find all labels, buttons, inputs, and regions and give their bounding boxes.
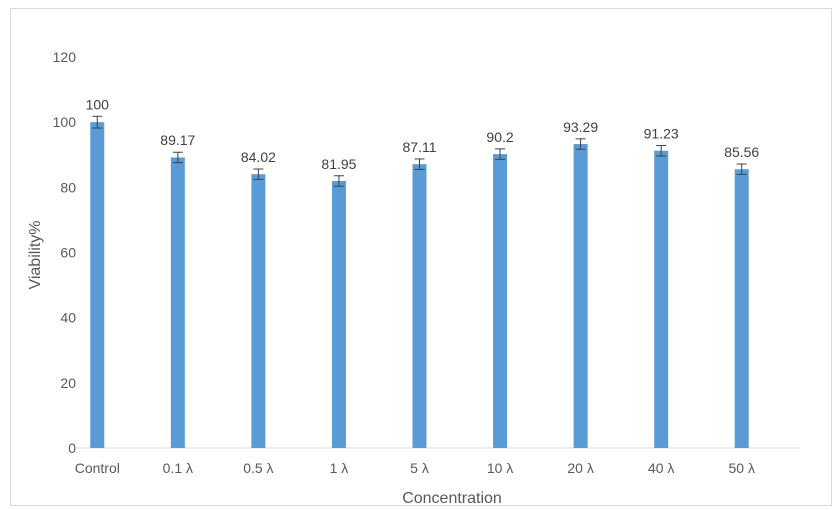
bar xyxy=(654,150,669,448)
x-tick-label: 50 λ xyxy=(728,460,754,476)
x-tick-label: 0.5 λ xyxy=(243,460,273,476)
x-tick-label: 20 λ xyxy=(567,460,593,476)
error-bar xyxy=(575,138,586,150)
x-tick-label: 5 λ xyxy=(410,460,429,476)
data-label: 89.17 xyxy=(160,132,195,148)
data-label: 84.02 xyxy=(241,149,276,165)
bar xyxy=(734,169,749,449)
data-label: 81.95 xyxy=(321,156,356,172)
bar xyxy=(170,157,185,449)
y-tick-label: 100 xyxy=(53,114,77,130)
y-tick-label: 0 xyxy=(68,440,76,456)
x-axis-ticks: Control 0.1 λ 0.5 λ 1 λ 5 λ 10 λ 20 λ 40 λ 50 λ xyxy=(75,460,755,476)
x-tick-label: Control xyxy=(75,460,120,476)
x-tick-label: 10 λ xyxy=(487,460,513,476)
bar xyxy=(493,154,508,448)
y-axis-title: Viability% xyxy=(27,220,44,289)
data-label: 87.11 xyxy=(403,139,437,155)
y-axis-ticks: 0 20 40 60 80 100 120 xyxy=(53,49,77,456)
error-bar xyxy=(736,163,747,175)
error-bar xyxy=(92,115,103,129)
data-label: 90.2 xyxy=(486,129,513,145)
x-tick-label: 40 λ xyxy=(648,460,674,476)
bar xyxy=(331,180,346,448)
data-label: 100 xyxy=(86,96,110,112)
bar xyxy=(251,174,266,448)
error-bar xyxy=(414,158,425,170)
error-bar xyxy=(172,151,183,164)
x-axis-title: Concentration xyxy=(402,490,502,507)
bar xyxy=(412,164,427,449)
y-tick-label: 80 xyxy=(60,179,76,195)
error-bars-group xyxy=(92,115,747,187)
y-tick-label: 40 xyxy=(60,310,76,326)
data-label: 93.29 xyxy=(563,119,598,135)
data-label: 91.23 xyxy=(644,126,679,142)
y-tick-label: 120 xyxy=(53,49,77,65)
bar xyxy=(573,144,588,448)
x-tick-label: 1 λ xyxy=(330,460,349,476)
y-tick-label: 60 xyxy=(60,245,76,261)
data-label: 85.56 xyxy=(724,144,759,160)
bars-group xyxy=(90,122,749,449)
data-labels-group: 100 89.17 84.02 81.95 87.11 90.2 93.29 91.23 85.… xyxy=(86,96,760,171)
error-bar xyxy=(333,175,344,187)
x-tick-label: 0.1 λ xyxy=(163,460,193,476)
y-tick-label: 20 xyxy=(60,375,76,391)
error-bar xyxy=(253,168,264,180)
error-bar xyxy=(495,148,506,160)
error-bar xyxy=(656,145,667,157)
bar xyxy=(90,122,105,449)
